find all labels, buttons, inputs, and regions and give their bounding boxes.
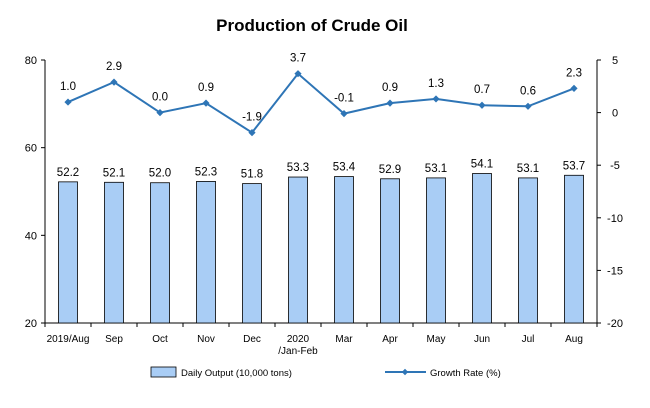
- x-tick-label-line: Dec: [243, 334, 261, 345]
- bar-value-label: 52.3: [195, 166, 217, 178]
- x-tick-label: Dec: [243, 334, 261, 345]
- line-point: [340, 110, 348, 118]
- bar: [288, 176, 308, 324]
- line-value-label: 2.9: [106, 61, 122, 73]
- line-point: [386, 99, 394, 107]
- line-data-labels: 1.0 2.9 0.0 0.9 -1.9 3.7 -0.1 0.9 1.3 0.7 0.6 2.3: [60, 53, 582, 124]
- bar-value-label: 51.8: [241, 169, 263, 181]
- y-left-tick-label: 60: [25, 143, 37, 155]
- line-point: [64, 98, 72, 106]
- line-value-label: 1.3: [428, 78, 444, 90]
- legend: Daily Output (10,000 tons) Growth Rate (%…: [150, 366, 501, 379]
- bar-series: [58, 173, 584, 324]
- legend-bar-label: Daily Output (10,000 tons): [181, 368, 292, 379]
- bar: [104, 181, 124, 324]
- bar: [58, 181, 78, 324]
- x-tick-label: May: [427, 334, 446, 345]
- bar: [472, 173, 492, 324]
- line-point: [156, 109, 164, 117]
- x-tick-label-line: /Jan-Feb: [278, 346, 318, 357]
- bar-value-label: 52.9: [379, 164, 401, 176]
- line-value-label: 1.0: [60, 81, 76, 93]
- line-series: [64, 70, 578, 137]
- x-tick-label-line: Nov: [197, 334, 215, 345]
- y-right-tick-label: -10: [607, 213, 623, 225]
- legend-bar-swatch: [150, 366, 177, 378]
- bar-value-label: 54.1: [471, 159, 493, 171]
- line-value-label: 2.3: [566, 67, 582, 79]
- chart-title: Production of Crude Oil: [216, 16, 408, 35]
- bar-value-label: 52.1: [103, 167, 125, 179]
- legend-line-marker: [401, 368, 409, 376]
- line-point: [432, 95, 440, 103]
- y-right-tick-label: -20: [607, 318, 623, 330]
- x-tick-label-line: May: [427, 334, 446, 345]
- x-tick-label: Mar: [335, 334, 353, 345]
- line-value-label: 0.7: [474, 84, 490, 96]
- bar-value-label: 53.1: [517, 163, 539, 175]
- x-tick-label: 2020/Jan-Feb: [278, 334, 318, 357]
- y-right-tick-label: -15: [607, 265, 623, 277]
- x-tick-label-line: 2019/Aug: [47, 334, 90, 345]
- line-point: [294, 70, 302, 78]
- x-tick-label-line: Oct: [152, 334, 168, 345]
- bar-value-label: 53.1: [425, 163, 447, 175]
- bar-value-label: 53.3: [287, 162, 309, 174]
- x-tick-label: Aug: [565, 334, 583, 345]
- line-point: [202, 99, 210, 107]
- line-point: [248, 128, 256, 137]
- bar-data-labels: 52.2 52.1 52.0 52.3 51.8 53.3 53.4 52.9 53.1 54.1…: [57, 159, 585, 181]
- y-left-tick-label: 40: [25, 230, 37, 242]
- axes: 20 40 60 80 5 0 -5 -10 -15 -20: [25, 55, 623, 330]
- x-tick-label-line: Apr: [382, 334, 398, 345]
- x-tick-label-line: Aug: [565, 334, 583, 345]
- bar: [518, 177, 538, 324]
- x-tick-label: Jul: [522, 334, 535, 345]
- line-value-label: 0.0: [152, 92, 168, 104]
- line-point: [570, 84, 578, 93]
- y-left-tick-label: 20: [25, 318, 37, 330]
- bar: [242, 183, 262, 324]
- y-right-tick-label: 5: [612, 55, 618, 67]
- y-left-tick-label: 80: [25, 55, 37, 67]
- x-tick-label-line: 2020: [287, 334, 310, 345]
- bar: [334, 176, 354, 324]
- x-tick-label: Sep: [105, 334, 123, 345]
- x-tick-label: Oct: [152, 334, 168, 345]
- line-value-label: -1.9: [242, 112, 262, 124]
- legend-line-label: Growth Rate (%): [430, 368, 501, 379]
- line-value-label: -0.1: [334, 93, 354, 105]
- line-point: [110, 78, 118, 86]
- bar: [380, 178, 400, 324]
- bar-value-label: 52.0: [149, 168, 171, 180]
- line-value-label: 0.9: [198, 82, 214, 94]
- line-value-label: 0.6: [520, 85, 536, 97]
- bar-value-label: 52.2: [57, 167, 79, 179]
- x-tick-label-line: Sep: [105, 334, 123, 345]
- x-tick-label: 2019/Aug: [47, 334, 90, 345]
- x-tick-label: Nov: [197, 334, 215, 345]
- line-value-label: 3.7: [290, 53, 306, 65]
- x-tick-label-line: Mar: [335, 334, 353, 345]
- line-point: [478, 101, 486, 109]
- x-tick-label: Apr: [382, 334, 398, 345]
- x-tick-labels: 2019/Aug Sep Oct Nov Dec 2020/Jan-Feb Mar Apr Ma…: [47, 334, 583, 357]
- line-point: [524, 102, 532, 110]
- y-right-tick-label: -5: [610, 160, 620, 172]
- x-tick-label-line: Jun: [474, 334, 490, 345]
- bar: [150, 182, 170, 324]
- bar-value-label: 53.7: [563, 160, 585, 172]
- bar-value-label: 53.4: [333, 162, 356, 174]
- line-value-label: 0.9: [382, 82, 398, 94]
- bar: [564, 174, 584, 324]
- growth-rate-line: [67, 72, 575, 134]
- bar: [196, 181, 216, 324]
- x-tick-label: Jun: [474, 334, 490, 345]
- x-tick-label-line: Jul: [522, 334, 535, 345]
- bar: [426, 177, 446, 324]
- y-right-tick-label: 0: [612, 108, 618, 120]
